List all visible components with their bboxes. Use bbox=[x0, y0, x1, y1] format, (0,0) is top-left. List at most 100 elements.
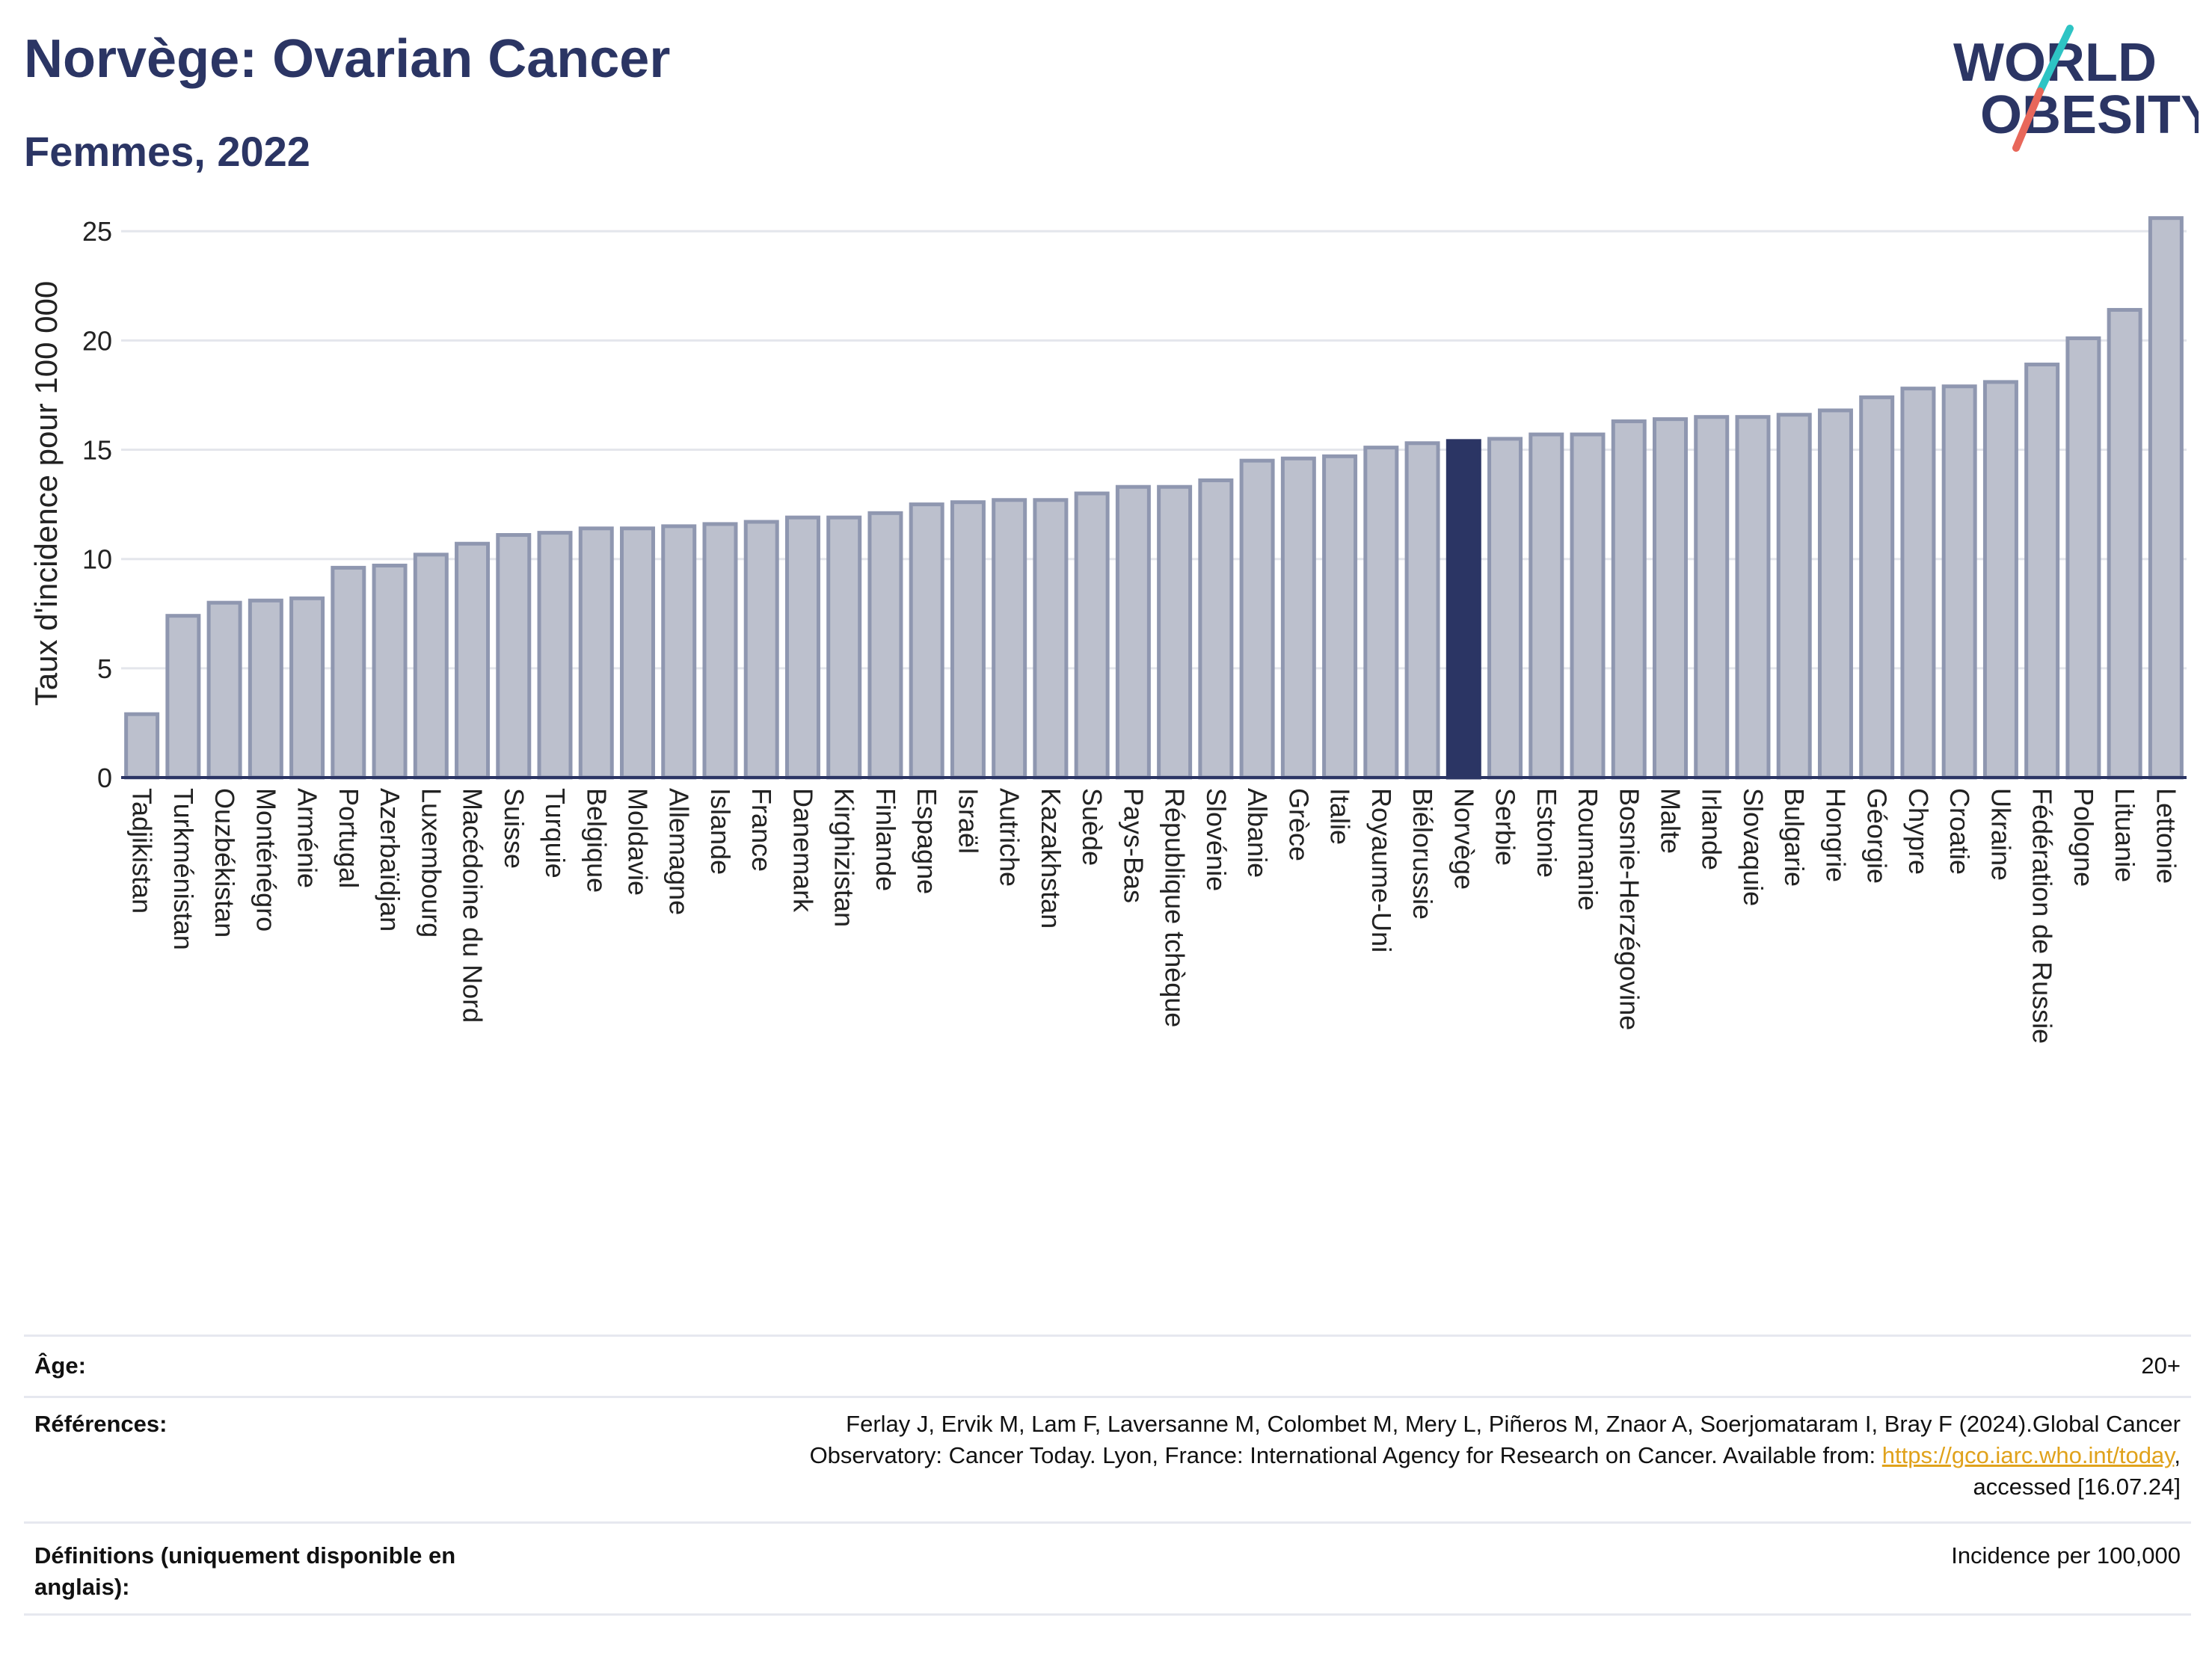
world-obesity-logo: WORLD OBESITY bbox=[1953, 25, 2199, 152]
references-line-3: accessed [16.07.24] bbox=[1973, 1474, 2181, 1500]
x-tick-label: Croatie bbox=[1944, 788, 1975, 875]
x-tick-label: Grèce bbox=[1283, 788, 1314, 861]
row-definitions: Définitions (uniquement disponible en an… bbox=[24, 1521, 2191, 1616]
y-tick-label: 25 bbox=[82, 216, 112, 247]
bar bbox=[661, 524, 697, 780]
x-tick-label: Bosnie-Herzégovine bbox=[1614, 788, 1644, 1030]
x-tick-label: Norvège bbox=[1448, 788, 1479, 890]
bar bbox=[620, 526, 655, 780]
x-tick-label: Kirghizistan bbox=[829, 788, 860, 927]
x-tick-label: Suède bbox=[1077, 788, 1107, 866]
definitions-label-line-2: anglais): bbox=[34, 1574, 130, 1600]
x-tick-label: Suisse bbox=[499, 788, 529, 869]
x-axis-ticks: Tadjikistan Turkménistan Ouzbékistan Montén… bbox=[127, 788, 2182, 1044]
bar bbox=[1694, 415, 1730, 780]
y-tick-label: 5 bbox=[97, 653, 112, 684]
x-tick-label: Hongrie bbox=[1820, 788, 1851, 882]
bar bbox=[1529, 432, 1564, 780]
bar bbox=[124, 712, 160, 780]
bars bbox=[124, 216, 2184, 780]
references-line-2: Observatory: Cancer Today. Lyon, France:… bbox=[810, 1440, 2181, 1471]
logo-slash-teal bbox=[2036, 25, 2074, 95]
x-tick-label: Slovénie bbox=[1201, 788, 1232, 891]
x-tick-label: Macédoine du Nord bbox=[458, 788, 488, 1023]
x-tick-label: Monténégro bbox=[251, 788, 281, 932]
bar bbox=[1074, 491, 1110, 780]
page-title: Norvège: Ovarian Cancer bbox=[24, 29, 671, 89]
references-line-1: Ferlay J, Ervik M, Lam F, Laversanne M, … bbox=[846, 1411, 2181, 1437]
age-value: 20+ bbox=[2141, 1352, 2181, 1379]
y-tick-label: 10 bbox=[82, 544, 112, 575]
x-tick-label: Finlande bbox=[870, 788, 901, 891]
x-tick-label: Belgique bbox=[581, 788, 612, 893]
bar bbox=[1446, 439, 1481, 780]
x-tick-label: Islande bbox=[705, 788, 736, 875]
y-axis-ticks: 0 5 10 15 20 25 bbox=[82, 216, 112, 793]
bar bbox=[1033, 498, 1069, 780]
x-tick-label: Malte bbox=[1656, 788, 1686, 854]
bar bbox=[1776, 413, 1812, 780]
x-tick-label: Ukraine bbox=[1985, 788, 2016, 881]
x-tick-label: Pologne bbox=[2068, 788, 2099, 887]
definitions-value: Incidence per 100,000 bbox=[1951, 1542, 2181, 1569]
bar bbox=[537, 531, 573, 780]
bar bbox=[1735, 415, 1771, 780]
bar-chart: 0 5 10 15 20 25 Tadjikistan Turkménistan Ouzbék… bbox=[28, 216, 2187, 1044]
bar bbox=[206, 600, 242, 780]
x-tick-label: Albanie bbox=[1242, 788, 1273, 878]
bar bbox=[578, 526, 614, 780]
bar bbox=[1982, 380, 2018, 780]
x-tick-label: Italie bbox=[1325, 788, 1356, 845]
bar bbox=[1611, 419, 1647, 780]
x-tick-label: Roumanie bbox=[1573, 788, 1603, 911]
bar bbox=[826, 515, 862, 780]
x-tick-label: République tchèque bbox=[1160, 788, 1191, 1027]
page-subtitle: Femmes, 2022 bbox=[24, 128, 310, 175]
bar bbox=[1487, 437, 1523, 780]
bar bbox=[2148, 216, 2184, 780]
row-age: Âge: 20+ bbox=[24, 1335, 2191, 1396]
x-tick-label: Portugal bbox=[334, 788, 364, 888]
x-tick-label: Luxembourg bbox=[416, 788, 446, 938]
x-tick-label: Bulgarie bbox=[1779, 788, 1810, 887]
definitions-label: Définitions (uniquement disponible en an… bbox=[24, 1540, 455, 1603]
logo-line-2: OBESITY bbox=[1980, 85, 2199, 145]
logo-slash-coral bbox=[2012, 87, 2044, 152]
x-tick-label: Ouzbékistan bbox=[209, 788, 240, 938]
x-tick-label: France bbox=[746, 788, 777, 872]
x-tick-label: Turkménistan bbox=[168, 788, 199, 950]
bar bbox=[1115, 484, 1151, 780]
x-tick-label: Autriche bbox=[995, 788, 1025, 887]
bar bbox=[1280, 456, 1316, 780]
bar bbox=[1363, 446, 1399, 780]
definitions-label-line-1: Définitions (uniquement disponible en bbox=[34, 1542, 456, 1569]
x-tick-label: Estonie bbox=[1531, 788, 1562, 878]
bar bbox=[992, 498, 1027, 780]
bar bbox=[1817, 408, 1853, 780]
bar bbox=[372, 563, 408, 780]
bar bbox=[1157, 484, 1193, 780]
references-line-2-text: Observatory: Cancer Today. Lyon, France:… bbox=[809, 1442, 1882, 1468]
bar bbox=[1941, 384, 1977, 780]
references-link[interactable]: https://gco.iarc.who.int/today bbox=[1881, 1442, 2175, 1468]
bar bbox=[289, 596, 325, 780]
bar bbox=[2107, 307, 2142, 780]
bar bbox=[1239, 458, 1275, 780]
age-label: Âge: bbox=[34, 1352, 86, 1379]
y-tick-label: 15 bbox=[82, 435, 112, 466]
x-tick-label: Azerbaïdjan bbox=[375, 788, 405, 932]
x-tick-label: Royaume-Uni bbox=[1366, 788, 1397, 952]
bar bbox=[2024, 363, 2060, 780]
x-tick-label: Fédération de Russie bbox=[2027, 788, 2058, 1044]
x-tick-label: Moldavie bbox=[623, 788, 654, 896]
x-tick-label: Lettonie bbox=[2151, 788, 2181, 884]
x-tick-label: Turquie bbox=[540, 788, 571, 878]
y-tick-label: 0 bbox=[97, 763, 112, 793]
bar bbox=[1900, 387, 1936, 780]
x-tick-label: Irlande bbox=[1697, 788, 1727, 870]
references-value: Ferlay J, Ervik M, Lam F, Laversanne M, … bbox=[810, 1409, 2191, 1503]
bar bbox=[743, 520, 779, 780]
x-tick-label: Espagne bbox=[912, 788, 942, 894]
x-tick-label: Arménie bbox=[292, 788, 323, 888]
bar bbox=[2065, 336, 2101, 780]
